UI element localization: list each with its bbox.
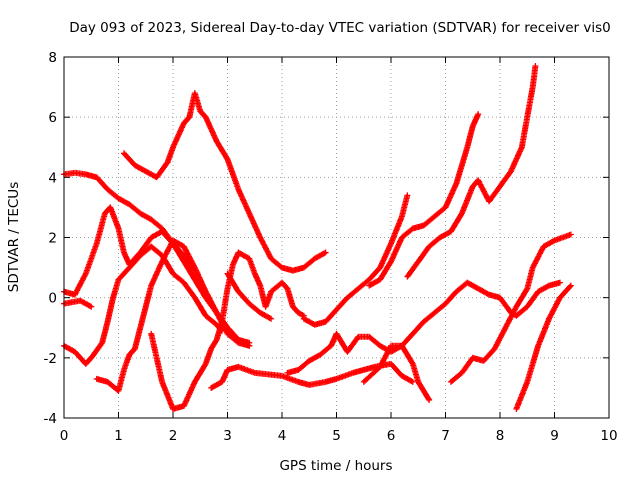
series-track-3 <box>61 297 95 310</box>
series-track-11 <box>284 330 433 403</box>
y-tick-label: 2 <box>48 231 57 247</box>
x-tick-label: 0 <box>60 428 69 444</box>
series-track-5 <box>121 90 329 274</box>
data-series <box>61 63 574 412</box>
x-tick-label: 4 <box>278 428 287 444</box>
x-tick-label: 2 <box>169 428 178 444</box>
x-tick-label: 7 <box>441 428 450 444</box>
x-tick-label: 10 <box>600 428 617 444</box>
series-track-9 <box>208 360 416 391</box>
y-tick-label: 6 <box>48 110 57 126</box>
series-track-8 <box>224 270 275 322</box>
x-tick-label: 8 <box>496 428 505 444</box>
y-tick-label: -4 <box>44 411 57 427</box>
y-tick-label: -2 <box>44 351 57 367</box>
x-tick-label: 9 <box>550 428 559 444</box>
x-tick-label: 5 <box>332 428 341 444</box>
x-axis-label: GPS time / hours <box>279 458 392 474</box>
x-tick-label: 3 <box>223 428 232 444</box>
plot-frame <box>63 56 610 419</box>
y-tick-label: 4 <box>48 170 57 186</box>
series-track-7 <box>148 249 307 412</box>
series-track-16 <box>513 282 574 412</box>
y-tick-label: 0 <box>48 291 57 307</box>
y-tick-label: 8 <box>48 50 57 66</box>
series-track-13 <box>404 63 539 280</box>
y-axis-label: SDTVAR / TECUs <box>6 182 22 292</box>
x-tick-label: 1 <box>114 428 123 444</box>
x-tick-label: 6 <box>387 428 396 444</box>
series-track-10 <box>300 192 411 328</box>
series-track-15 <box>447 231 574 385</box>
chart-title: Day 093 of 2023, Sidereal Day-to-day VTE… <box>69 20 611 36</box>
series-track-12 <box>366 111 482 289</box>
